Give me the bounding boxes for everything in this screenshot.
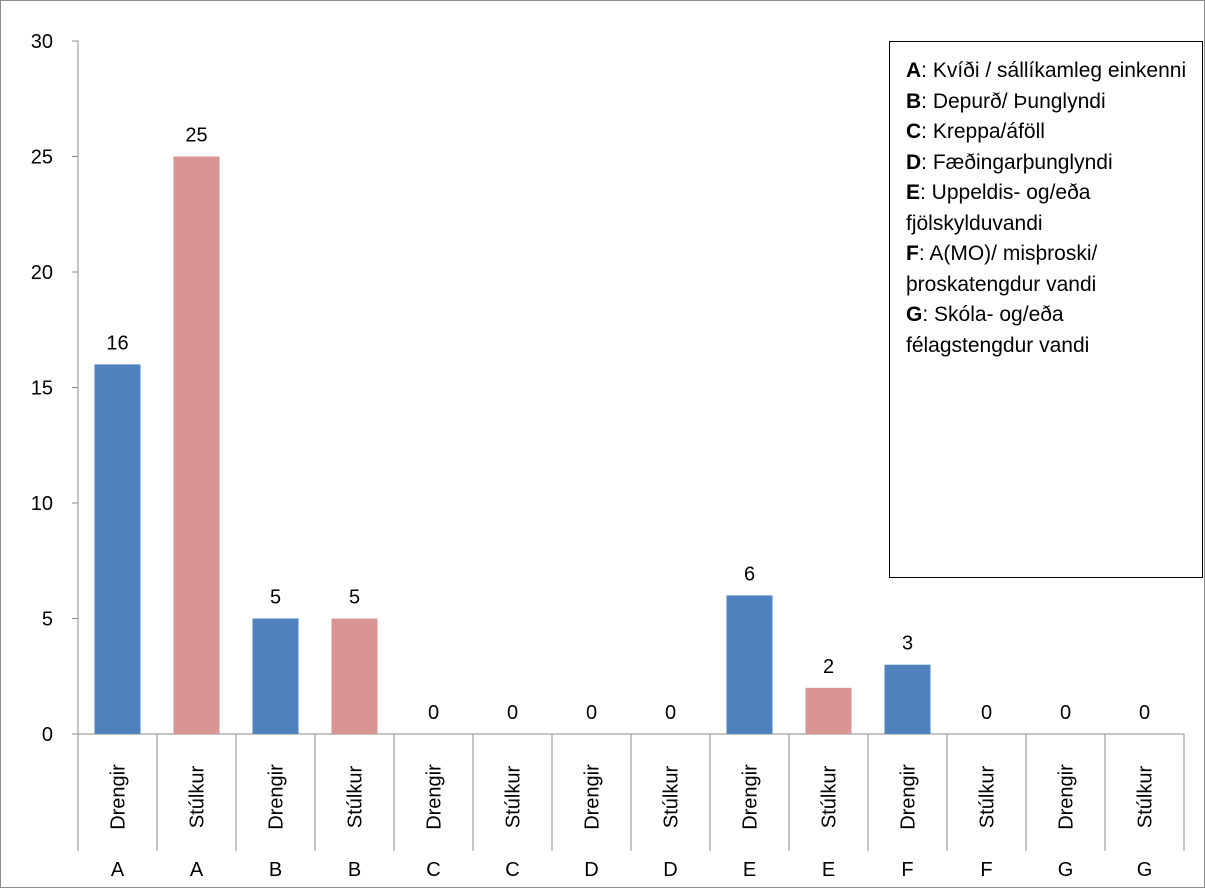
legend-text-a: : Kvíði / sállíkamleg einkenni xyxy=(921,59,1187,82)
legend-key-f: F xyxy=(906,242,919,265)
data-label: 0 xyxy=(1139,702,1150,724)
legend-text-c: : Kreppa/áföll xyxy=(921,120,1045,143)
legend-text-b: : Depurð/ Þunglyndi xyxy=(921,89,1106,113)
x-group-label: E xyxy=(743,859,756,881)
x-group-label: F xyxy=(901,859,913,881)
legend: A: Kvíði / sállíkamleg einkenni B: Depur… xyxy=(889,41,1203,578)
legend-key-d: D xyxy=(906,150,922,174)
y-tick-label: 10 xyxy=(31,493,53,515)
y-tick-label: 5 xyxy=(42,609,53,631)
y-tick-label: 0 xyxy=(42,724,53,746)
data-labels: 16 25 5 5 0 0 0 0 6 2 3 0 0 0 xyxy=(106,125,1150,725)
legend-entry-a: A: Kvíði / sállíkamleg einkenni xyxy=(906,56,1188,87)
data-label: 0 xyxy=(586,702,597,724)
x-group-label: E xyxy=(822,859,835,881)
legend-text-d: : Fæðingarþunglyndi xyxy=(921,150,1113,174)
x-subcategory-label: Drengir xyxy=(582,764,604,830)
legend-key-a: A xyxy=(906,59,922,82)
y-tick-label: 25 xyxy=(31,147,53,169)
legend-entry-f: F: A(MO)/ misþroski/ þroskatengdur vandi xyxy=(906,239,1188,300)
x-group-label: D xyxy=(584,859,598,881)
legend-key-b: B xyxy=(906,89,922,113)
x-subcategory-label: Drengir xyxy=(898,764,920,830)
x-subcategory-label: Stúlkur xyxy=(661,766,683,829)
legend-text-e: : Uppeldis- og/eða fjölskylduvandi xyxy=(906,181,1091,235)
data-label: 0 xyxy=(665,702,676,724)
bar xyxy=(173,156,220,734)
x-subcategory-label: Drengir xyxy=(108,764,130,830)
x-subcategory-label: Drengir xyxy=(424,764,446,830)
data-label: 0 xyxy=(1060,702,1071,724)
x-subcategory-label: Stúlkur xyxy=(187,766,209,829)
data-label: 6 xyxy=(744,563,755,585)
legend-entry-b: B: Depurð/ Þunglyndi xyxy=(906,87,1188,118)
x-subcategory-label: Stúlkur xyxy=(345,766,367,829)
x-subcategory-label: Stúlkur xyxy=(503,766,525,829)
x-group-label: B xyxy=(348,859,361,881)
data-label: 5 xyxy=(349,587,360,609)
x-subcategory-label: Stúlkur xyxy=(977,766,999,829)
x-group-label: B xyxy=(269,859,282,881)
legend-entry-c: C: Kreppa/áföll xyxy=(906,117,1188,148)
data-label: 5 xyxy=(270,587,281,609)
data-label: 25 xyxy=(185,125,207,147)
data-label: 2 xyxy=(823,656,834,678)
x-group-label: A xyxy=(190,859,204,881)
bar xyxy=(252,618,299,734)
x-group-label: C xyxy=(505,859,519,881)
legend-key-c: C xyxy=(906,120,922,143)
bars xyxy=(94,156,931,734)
x-group-label: G xyxy=(1058,859,1074,881)
y-tick-label: 15 xyxy=(31,378,53,400)
bar xyxy=(94,364,141,734)
x-group-label: G xyxy=(1137,859,1153,881)
legend-text-g: : Skóla- og/eða félagstengdur vandi xyxy=(906,303,1090,357)
legend-entry-e: E: Uppeldis- og/eða fjölskylduvandi xyxy=(906,178,1188,239)
data-label: 0 xyxy=(507,702,518,724)
x-subcategory-label: Drengir xyxy=(266,764,288,830)
bar xyxy=(331,618,378,734)
data-label: 0 xyxy=(981,702,992,724)
bar xyxy=(726,595,773,734)
legend-entry-d: D: Fæðingarþunglyndi xyxy=(906,148,1188,179)
data-label: 3 xyxy=(902,633,913,655)
bar xyxy=(884,664,931,734)
data-label: 16 xyxy=(106,332,128,354)
x-category-labels: Drengir A Stúlkur A Drengir B Stúlkur B Drengir C… xyxy=(108,764,1157,881)
legend-entry-g: G: Skóla- og/eða félagstengdur vandi xyxy=(906,300,1188,361)
x-group-label: A xyxy=(111,859,125,881)
x-group-label: C xyxy=(426,859,440,881)
bar xyxy=(805,687,852,734)
legend-key-g: G xyxy=(906,303,923,326)
legend-text-f: : A(MO)/ misþroski/ þroskatengdur vandi xyxy=(906,242,1098,296)
x-subcategory-label: Stúlkur xyxy=(819,766,841,829)
legend-key-e: E xyxy=(906,181,921,204)
x-group-label: F xyxy=(980,859,992,881)
x-group-label: D xyxy=(663,859,677,881)
x-subcategory-label: Drengir xyxy=(740,764,762,830)
data-label: 0 xyxy=(428,702,439,724)
y-tick-label: 20 xyxy=(31,262,53,284)
x-subcategory-label: Stúlkur xyxy=(1135,766,1157,829)
y-tick-label: 30 xyxy=(31,31,53,53)
x-subcategory-label: Drengir xyxy=(1056,764,1078,830)
